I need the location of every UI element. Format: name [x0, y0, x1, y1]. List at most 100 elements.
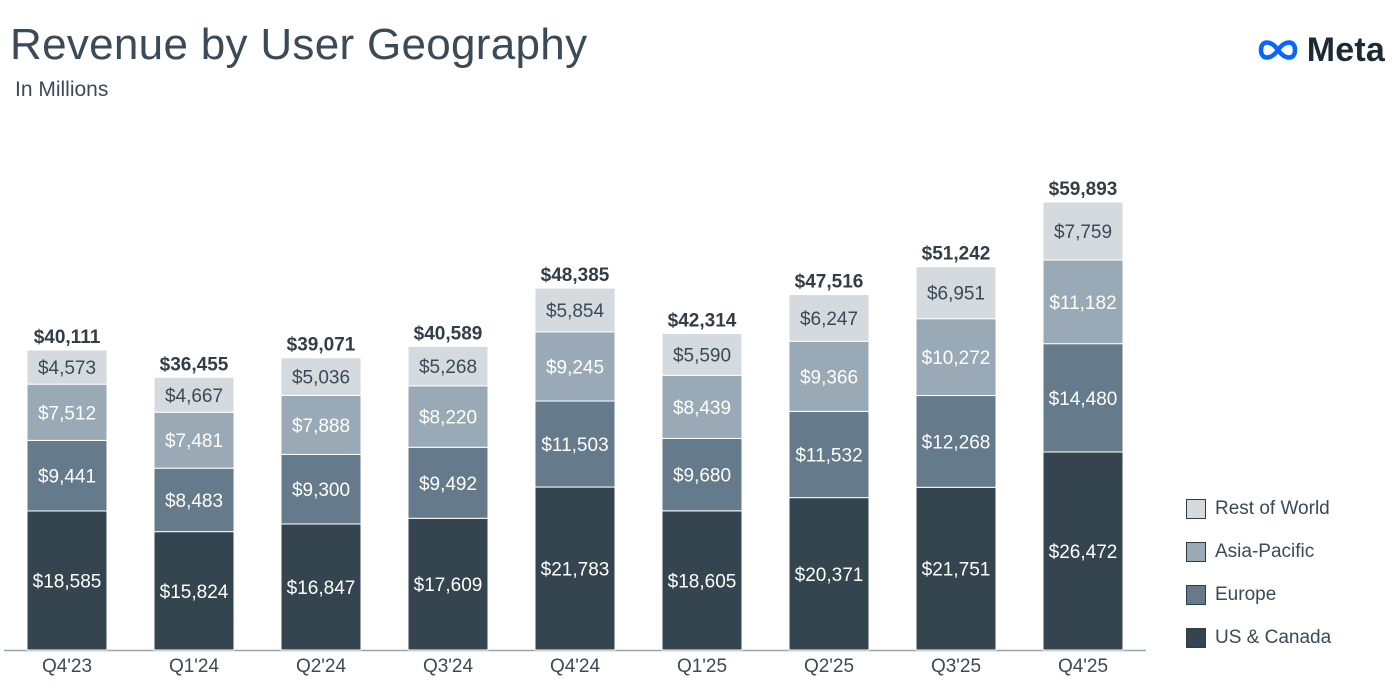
data-label-europe: $9,492 [419, 474, 477, 495]
bar-segment-rest-of-world [788, 294, 870, 342]
bar-segment-us-canada [153, 531, 235, 651]
bar-segment-asia-pacific [788, 340, 870, 412]
x-tick-label: Q4'25 [1058, 656, 1108, 677]
data-label-europe: $9,680 [673, 466, 731, 487]
bar-segment-asia-pacific [407, 385, 489, 448]
data-label-europe: $14,480 [1049, 389, 1118, 410]
chart-legend: Rest of World Asia-Pacific Europe US & C… [1186, 498, 1331, 670]
bar-segment-us-canada [280, 523, 362, 651]
bar-segment-us-canada [661, 510, 743, 651]
legend-label-europe: Europe [1215, 584, 1277, 605]
data-label-asia-pacific: $7,888 [292, 416, 350, 437]
legend-label-asia-pacific: Asia-Pacific [1215, 541, 1315, 562]
data-label-rest-of-world: $5,036 [292, 368, 350, 389]
data-label-us-canada: $26,472 [1049, 542, 1118, 563]
data-label-rest-of-world: $6,951 [927, 284, 985, 305]
x-tick-label: Q2'24 [296, 656, 347, 677]
data-label-asia-pacific: $8,439 [673, 398, 731, 419]
data-label-rest-of-world: $6,247 [800, 309, 858, 330]
x-tick-label: Q2'25 [804, 656, 854, 677]
data-label-rest-of-world: $7,759 [1054, 222, 1112, 243]
legend-item-rest-of-world: Rest of World [1186, 498, 1331, 520]
total-label: $51,242 [922, 244, 991, 265]
total-label: $59,893 [1049, 179, 1118, 200]
data-label-europe: $11,503 [541, 435, 608, 456]
meta-logo: Meta [1255, 28, 1385, 72]
bar-segment-europe [153, 467, 235, 533]
x-tick-label: Q1'25 [677, 656, 727, 677]
legend-item-europe: Europe [1186, 584, 1331, 606]
total-label: $40,111 [34, 327, 101, 348]
bar-segment-us-canada [534, 486, 616, 651]
x-tick-label: Q1'24 [169, 656, 220, 677]
data-label-europe: $8,483 [165, 491, 223, 512]
x-tick-label: Q4'23 [42, 656, 92, 677]
x-tick-label: Q3'24 [423, 656, 474, 677]
total-label: $40,589 [414, 323, 483, 344]
data-label-asia-pacific: $8,220 [419, 408, 477, 429]
data-label-asia-pacific: $10,272 [922, 348, 991, 369]
bar-segment-rest-of-world [26, 349, 108, 385]
total-label: $48,385 [541, 265, 610, 286]
data-label-europe: $11,532 [795, 445, 862, 466]
legend-swatch-rest-of-world [1186, 499, 1206, 519]
data-label-us-canada: $20,371 [795, 565, 864, 586]
data-label-asia-pacific: $7,481 [165, 431, 223, 452]
data-label-europe: $12,268 [922, 432, 991, 453]
data-label-asia-pacific: $9,245 [546, 357, 604, 378]
data-label-us-canada: $18,585 [33, 571, 102, 592]
bar-segment-asia-pacific [280, 394, 362, 455]
data-label-asia-pacific: $7,512 [38, 403, 96, 424]
bar-segment-europe [534, 400, 616, 488]
bar-segment-rest-of-world [661, 332, 743, 376]
legend-item-us-canada: US & Canada [1186, 627, 1331, 649]
data-label-us-canada: $16,847 [287, 578, 356, 599]
chart-title: Revenue by User Geography [10, 20, 588, 69]
bar-segment-asia-pacific [26, 383, 108, 441]
x-tick-label: Q4'24 [550, 656, 601, 677]
bar-segment-asia-pacific [153, 411, 235, 469]
bar-segment-asia-pacific [534, 331, 616, 402]
data-label-europe: $9,441 [38, 467, 96, 488]
legend-swatch-asia-pacific [1186, 542, 1206, 562]
data-label-rest-of-world: $5,590 [673, 345, 731, 366]
total-label: $47,516 [795, 272, 864, 293]
data-label-asia-pacific: $9,366 [800, 367, 858, 388]
data-label-us-canada: $21,783 [541, 560, 610, 581]
bar-segment-rest-of-world [153, 376, 235, 413]
meta-logo-text: Meta [1306, 30, 1385, 69]
x-tick-label: Q3'25 [931, 656, 981, 677]
data-label-asia-pacific: $11,182 [1049, 293, 1116, 314]
legend-label-us-canada: US & Canada [1215, 627, 1332, 648]
data-label-europe: $9,300 [292, 480, 350, 501]
bar-segment-europe [407, 446, 489, 519]
bar-segment-europe [788, 410, 870, 499]
chart-subtitle: In Millions [15, 78, 109, 101]
legend-item-asia-pacific: Asia-Pacific [1186, 541, 1331, 563]
bar-segment-us-canada [915, 486, 997, 651]
data-label-rest-of-world: $4,667 [165, 386, 223, 407]
legend-label-rest-of-world: Rest of World [1215, 498, 1330, 519]
bar-segment-europe [26, 439, 108, 512]
legend-swatch-europe [1186, 585, 1206, 605]
total-label: $42,314 [668, 310, 737, 331]
bar-segment-rest-of-world [534, 287, 616, 333]
bar-segment-rest-of-world [407, 345, 489, 387]
bar-segment-rest-of-world [915, 266, 997, 320]
bar-segment-europe [915, 395, 997, 488]
bar-segment-rest-of-world [280, 357, 362, 396]
bar-segment-us-canada [407, 517, 489, 651]
data-label-rest-of-world: $5,854 [546, 301, 605, 322]
bar-segment-rest-of-world [1042, 201, 1124, 261]
legend-swatch-us-canada [1186, 628, 1206, 648]
bar-segment-us-canada [788, 497, 870, 651]
data-label-us-canada: $17,609 [414, 575, 483, 596]
total-label: $36,455 [160, 354, 229, 375]
data-label-us-canada: $15,824 [160, 582, 229, 603]
data-label-rest-of-world: $5,268 [419, 357, 477, 378]
total-label: $39,071 [287, 335, 356, 356]
bar-segment-europe [280, 453, 362, 525]
bar-segment-us-canada [1042, 451, 1124, 651]
data-label-us-canada: $21,751 [922, 560, 991, 581]
